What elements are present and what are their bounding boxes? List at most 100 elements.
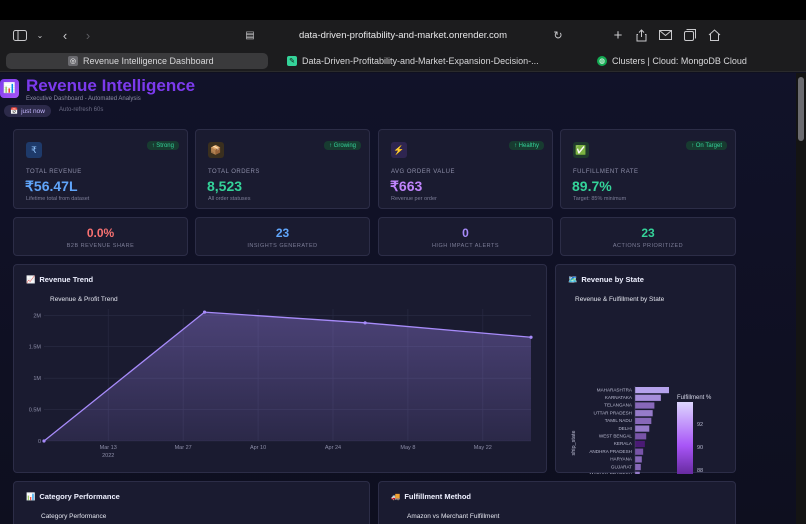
status-badge: ↑ Growing <box>323 141 361 150</box>
kpi-card-total-orders: 📦 ↑ Growing TOTAL ORDERS 8,523 All order… <box>195 129 370 209</box>
truck-icon: 🚚 <box>391 492 401 501</box>
tab-bar: ◎ Revenue Intelligence Dashboard ✎ Data-… <box>0 50 806 72</box>
revenue-line <box>43 311 532 442</box>
kpi-value: 8,523 <box>207 178 243 194</box>
address-bar[interactable]: data-driven-profitability-and-market.onr… <box>240 25 566 45</box>
x-tick-label: Apr 24 <box>325 445 341 451</box>
state-bar <box>635 417 652 424</box>
state-label: DELHI <box>618 426 632 431</box>
stat-label: INSIGHTS GENERATED <box>247 243 318 249</box>
chevron-down-icon[interactable]: ⌄ <box>36 30 44 40</box>
colorbar-tick-label: 90 <box>697 445 703 451</box>
y-axis-title: ship_state <box>571 430 577 455</box>
page-subtitle: Executive Dashboard - Automated Analysis <box>26 96 141 102</box>
state-label: KERALA <box>614 441 633 446</box>
back-icon[interactable]: ‹ <box>62 27 68 43</box>
tabs-overview-icon[interactable] <box>681 26 699 44</box>
revenue-trend-chart: 0 0.5M 1M 1.5M 2M Mar 13 Mar 27 Apr 10 Apr 24 May… <box>29 309 533 459</box>
y-tick-label: 1M <box>33 376 41 382</box>
chart-logo-icon: 📊 <box>0 79 19 98</box>
revenue-point <box>42 439 46 443</box>
kpi-note: Revenue per order <box>391 196 437 202</box>
colorbar <box>677 402 693 474</box>
section-title: 📊 Category Performance <box>26 492 120 501</box>
stat-label: ACTIONS PRIORITIZED <box>612 243 684 249</box>
scrollbar-thumb[interactable] <box>798 77 804 141</box>
package-icon: 📦 <box>208 142 224 158</box>
state-label: KARNATAKA <box>605 395 633 400</box>
state-bar <box>635 410 653 417</box>
stat-label: B2B REVENUE SHARE <box>66 243 135 249</box>
map-icon: 🗺️ <box>568 275 578 284</box>
state-bar <box>635 471 640 474</box>
forward-icon[interactable]: › <box>85 27 91 43</box>
state-bar <box>635 387 669 394</box>
stat-card-alerts: 0 HIGH IMPACT ALERTS <box>378 217 553 256</box>
kpi-value: ₹663 <box>390 178 423 194</box>
y-tick-label: 0 <box>38 439 41 445</box>
kpi-card-fulfillment-rate: ✅ ↑ On Target FULFILLMENT RATE 89.7% Tar… <box>560 129 736 209</box>
kpi-note: Target: 85% minimum <box>573 196 627 202</box>
state-label: ANDHRA PRADESH <box>589 449 632 454</box>
status-badge: ↑ On Target <box>686 141 727 150</box>
mail-icon[interactable] <box>656 26 674 44</box>
tab-label: Data-Driven-Profitability-and-Market-Exp… <box>302 56 539 66</box>
status-badge: ↑ Healthy <box>508 141 544 150</box>
chart-title: Revenue & Profit Trend <box>50 296 118 303</box>
x-tick-label: Apr 10 <box>250 445 266 451</box>
page-title: Revenue Intelligence <box>26 76 196 95</box>
kpi-value: 89.7% <box>572 178 612 194</box>
tab-label: Revenue Intelligence Dashboard <box>83 56 214 66</box>
kpi-note: Lifetime total from dataset <box>26 196 90 202</box>
tab-github-repo[interactable]: ✎ Data-Driven-Profitability-and-Market-E… <box>287 53 547 69</box>
kpi-label: AVG ORDER VALUE <box>391 169 455 175</box>
x-tick-label: Mar 27 <box>175 445 192 451</box>
sidebar-toggle-icon[interactable] <box>11 26 29 44</box>
mongodb-favicon-icon: ◍ <box>597 56 607 66</box>
section-title: 🚚 Fulfillment Method <box>391 492 472 501</box>
kpi-card-avg-order-value: ⚡ ↑ Healthy AVG ORDER VALUE ₹663 Revenue… <box>378 129 553 209</box>
reload-icon[interactable]: ↻ <box>553 29 563 42</box>
y-tick-label: 1.5M <box>29 345 42 351</box>
github-favicon-icon: ✎ <box>287 56 297 66</box>
page-scrollbar[interactable] <box>796 73 806 524</box>
page-settings-icon[interactable]: ▤ <box>245 29 255 41</box>
browser-toolbar: ⌄ ‹ › ▤ data-driven-profitability-and-ma… <box>0 20 806 50</box>
lightning-icon: ⚡ <box>391 142 407 158</box>
state-label: TAMIL NADU <box>605 418 632 423</box>
tab-label: Clusters | Cloud: MongoDB Cloud <box>612 56 747 66</box>
calendar-icon: 📅 <box>10 108 19 115</box>
chart-title: Revenue & Fulfillment by State <box>575 296 665 303</box>
fulfillment-method-panel: 🚚 Fulfillment Method Amazon vs Merchant … <box>378 481 736 524</box>
last-updated-badge: 📅 just now <box>4 105 51 117</box>
colorbar-title: Fulfillment % <box>677 395 712 401</box>
revenue-point <box>202 310 207 314</box>
revenue-by-state-panel: 🗺️ Revenue by State Revenue & Fulfillmen… <box>555 264 736 474</box>
stat-card-b2b-share: 0.0% B2B REVENUE SHARE <box>13 217 188 256</box>
stat-value: 0.0% <box>86 226 115 240</box>
revenue-area <box>44 312 531 441</box>
colorbar-tick-label: 88 <box>697 468 703 474</box>
kpi-label: FULFILLMENT RATE <box>573 169 639 175</box>
state-bar <box>635 433 647 440</box>
home-icon[interactable] <box>705 26 723 44</box>
page-favicon-icon: ◎ <box>68 56 78 66</box>
tab-mongodb[interactable]: ◍ Clusters | Cloud: MongoDB Cloud <box>597 53 787 69</box>
chart-increasing-icon: 📈 <box>26 275 36 284</box>
category-performance-panel: 📊 Category Performance Category Performa… <box>13 481 370 524</box>
auto-refresh-label: Auto-refresh 60s <box>59 107 104 113</box>
colorbar-tick-label: 92 <box>697 422 703 428</box>
stat-value: 0 <box>462 226 469 240</box>
state-bar <box>635 456 642 463</box>
revenue-trend-panel: 📈 Revenue Trend Revenue & Profit Trend 0… <box>13 264 547 473</box>
tab-revenue-dashboard[interactable]: ◎ Revenue Intelligence Dashboard <box>6 53 268 69</box>
revenue-point <box>529 335 533 339</box>
stat-value: 23 <box>641 226 655 240</box>
state-label: MADHYA PRADESH <box>589 472 632 474</box>
new-tab-icon[interactable]: + <box>613 26 623 44</box>
state-label: MAHARASHTRA <box>597 387 633 392</box>
share-icon[interactable] <box>632 26 650 44</box>
kpi-note: All order statuses <box>208 196 251 202</box>
y-tick-label: 0.5M <box>29 408 42 414</box>
revenue-by-state-chart: MAHARASHTRA KARNATAKA TELANGANA UTTAR PRADE… <box>571 386 712 474</box>
